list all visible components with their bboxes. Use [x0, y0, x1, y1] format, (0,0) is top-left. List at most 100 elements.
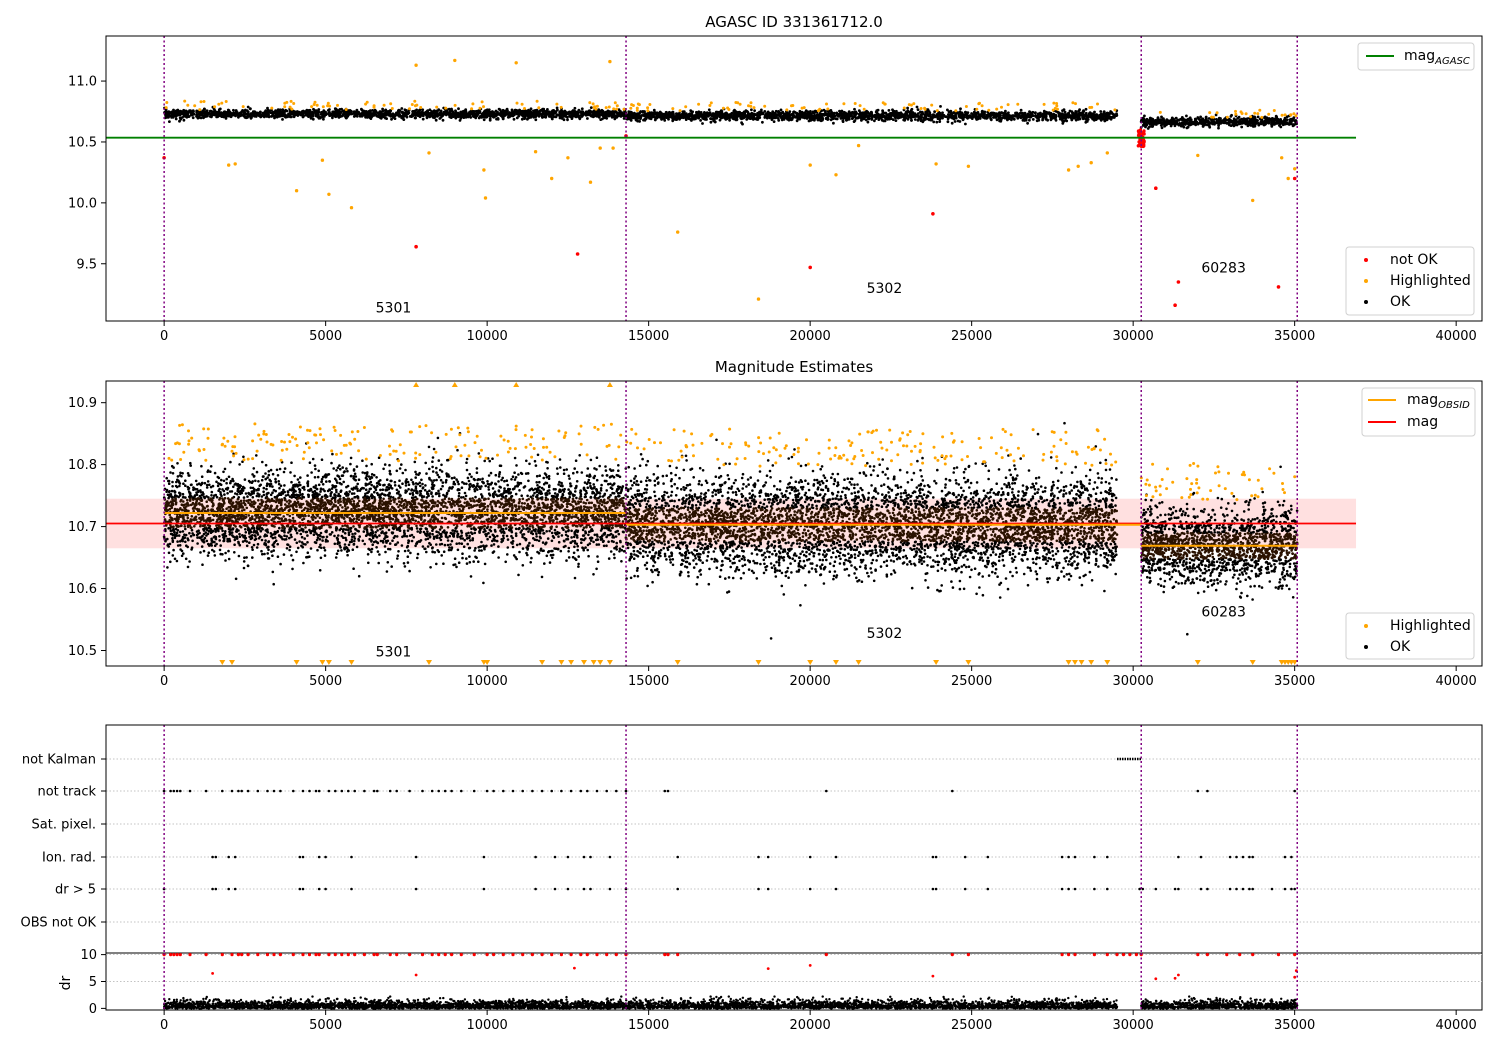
ok-point: [653, 118, 657, 122]
ok-point: [946, 120, 950, 124]
ok-point: [458, 112, 461, 116]
ok-point: [577, 114, 580, 118]
ok-point: [809, 117, 813, 121]
ok-point: [467, 479, 471, 483]
ok-point: [1271, 118, 1275, 122]
ok-point: [814, 116, 818, 120]
not-ok-point: [1292, 176, 1297, 181]
ok-point: [1155, 123, 1158, 126]
ok-point: [400, 107, 404, 110]
ok-point: [290, 115, 293, 119]
ok-point: [328, 533, 332, 536]
ok-point: [708, 111, 712, 115]
ok-point: [270, 115, 273, 118]
p1-xtick-label-8: 40000: [1435, 329, 1476, 344]
ok-point: [591, 110, 594, 114]
panel1-legend-top: magAGASC: [1357, 42, 1475, 71]
highlighted-point: [1016, 102, 1020, 106]
highlighted-point: [227, 163, 231, 167]
ok-point: [681, 110, 685, 113]
ok-point: [1016, 115, 1020, 119]
ok-point: [1181, 124, 1185, 127]
highlighted-point: [1292, 112, 1296, 116]
ok-point: [1016, 113, 1019, 116]
ok-point: [414, 113, 418, 117]
ok-point: [490, 544, 493, 547]
highlighted-point: [328, 104, 332, 108]
ok-point: [1068, 109, 1072, 113]
highlighted-point: [785, 108, 789, 112]
ok-point: [1186, 121, 1190, 125]
ok-point: [381, 113, 385, 117]
ok-point: [176, 113, 180, 117]
ok-point: [513, 108, 517, 112]
ok-point: [741, 113, 745, 116]
highlighted-point: [289, 99, 293, 103]
ok-point: [168, 120, 171, 123]
ok-point: [853, 107, 856, 111]
ok-point: [1242, 117, 1246, 120]
ok-point: [421, 108, 425, 112]
ok-point: [352, 110, 356, 113]
ok-point: [233, 543, 236, 546]
ok-point: [541, 111, 545, 115]
ok-point: [831, 114, 835, 118]
ok-point: [174, 117, 178, 121]
ok-point: [559, 113, 562, 116]
ok-point: [510, 108, 514, 112]
ok-point: [212, 107, 216, 111]
ok-point: [1287, 122, 1291, 126]
ok-point: [732, 115, 735, 118]
ok-point: [720, 111, 724, 115]
ok-point: [457, 494, 461, 498]
ok-point: [449, 109, 453, 113]
ok-point: [515, 112, 519, 116]
ok-point: [690, 117, 694, 120]
ok-point: [1248, 119, 1252, 123]
ok-point: [1159, 119, 1162, 123]
not-ok-point: [808, 265, 812, 270]
ok-point: [614, 114, 617, 117]
ok-point: [325, 480, 328, 483]
legend-ok-marker: [1364, 300, 1368, 304]
ok-point: [487, 108, 491, 112]
highlighted-point: [858, 104, 862, 108]
ok-point: [1156, 120, 1160, 124]
highlighted-point: [1256, 112, 1260, 116]
ok-point: [643, 117, 647, 121]
ok-point: [899, 115, 903, 119]
ok-point: [438, 117, 442, 120]
ok-point: [1215, 119, 1219, 123]
ok-point: [339, 503, 342, 507]
ok-point: [971, 113, 975, 117]
ok-point: [545, 109, 549, 113]
ok-point: [386, 111, 390, 115]
highlighted-point: [727, 108, 731, 111]
ok-point: [737, 110, 741, 114]
ok-point: [1074, 118, 1078, 122]
ok-point: [777, 119, 781, 122]
ok-point: [622, 117, 626, 120]
ok-point: [316, 112, 320, 115]
ok-point: [441, 118, 445, 122]
ok-point: [910, 118, 913, 122]
ok-point: [555, 106, 559, 110]
ok-point: [706, 114, 710, 118]
ok-point: [1101, 114, 1105, 118]
ok-point: [1269, 118, 1272, 122]
ok-point: [170, 116, 174, 119]
highlighted-point: [165, 101, 169, 104]
ok-point: [421, 114, 425, 118]
ok-point: [701, 122, 704, 125]
ok-point: [437, 114, 440, 117]
ok-point: [418, 108, 422, 112]
ok-point: [429, 566, 432, 569]
ok-point: [402, 113, 406, 116]
ok-point: [709, 120, 713, 124]
ok-point: [1049, 112, 1053, 116]
p1-ytick-label-1: 10.0: [68, 196, 97, 211]
ok-point: [586, 117, 589, 120]
not-ok-point: [1176, 280, 1181, 284]
highlighted-point: [193, 104, 197, 108]
p1-ytick-label-3: 11.0: [68, 75, 97, 90]
